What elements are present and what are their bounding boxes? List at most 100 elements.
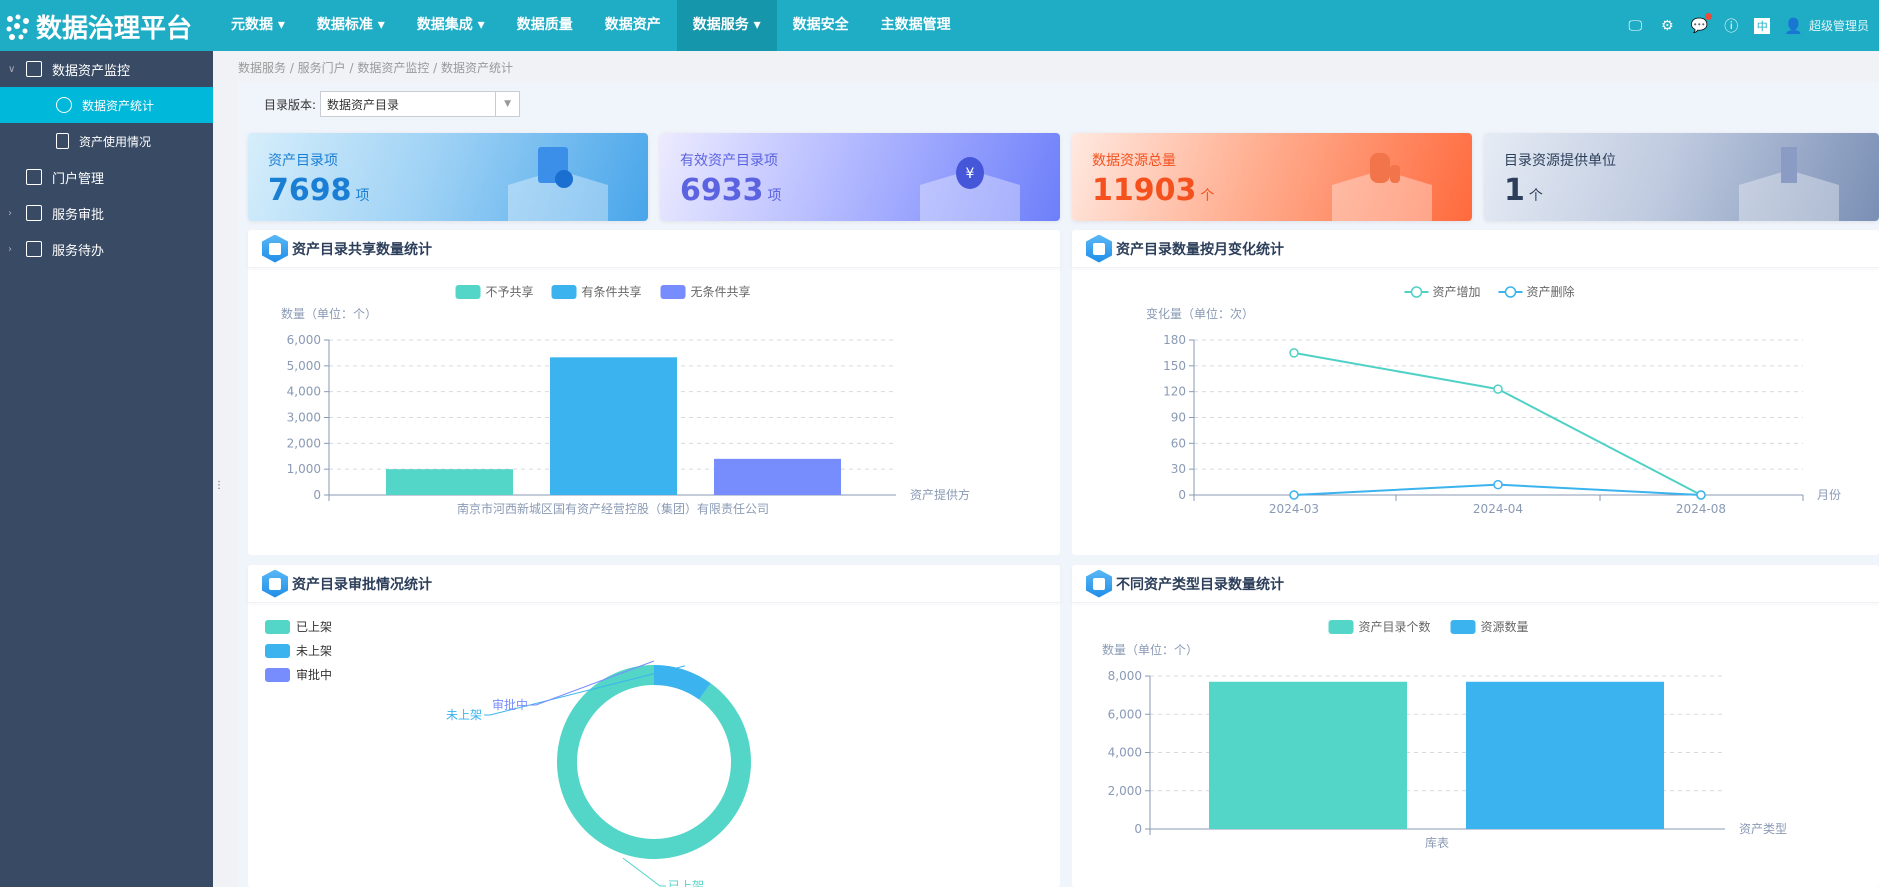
x-tick-label: 2024-08 bbox=[1676, 502, 1726, 516]
y-tick-label: 3,000 bbox=[287, 411, 321, 425]
slice-label: 审批中 bbox=[492, 697, 528, 712]
legend-label: 资源数量 bbox=[1481, 619, 1529, 634]
title-text: 资产目录数量按月变化统计 bbox=[1116, 241, 1284, 258]
bar-无条件共享 bbox=[714, 458, 841, 495]
sidebar-item-label: 门户管理 bbox=[52, 171, 105, 187]
nav-item[interactable]: 数据资产 bbox=[589, 0, 677, 51]
card-value: 7698 项 bbox=[268, 173, 370, 208]
money-bag-icon: ¥ bbox=[920, 157, 1020, 221]
catalog-icon bbox=[508, 147, 608, 221]
card-value: 6933 项 bbox=[680, 173, 782, 208]
nav-item[interactable]: 元数据 ▾ bbox=[215, 0, 301, 51]
panel-title: 不同资产类型目录数量统计 bbox=[1072, 565, 1879, 603]
slice-label: 已上架 bbox=[668, 879, 704, 887]
nav-label: 数据服务 bbox=[692, 17, 749, 33]
y-tick-label: 4,000 bbox=[287, 385, 321, 399]
nav-label: 数据安全 bbox=[792, 17, 849, 33]
stat-card-resource-total: 数据资源总量 11903 个 bbox=[1072, 133, 1472, 221]
logo-icon bbox=[6, 14, 29, 40]
top-header: 数据治理平台 元数据 ▾ 数据标准 ▾ 数据集成 ▾ 数据质量 数据资产 数据服务 ▾ 数据… bbox=[0, 0, 1879, 51]
sidebar-item-asset-stats[interactable]: 数据资产统计 bbox=[0, 87, 213, 123]
title-text: 资产目录共享数量统计 bbox=[292, 241, 432, 258]
language-icon[interactable]: 中 bbox=[1754, 17, 1771, 34]
clipboard-icon bbox=[26, 205, 42, 221]
logo-text: 数据治理平台 bbox=[36, 14, 193, 44]
y-tick-label: 6,000 bbox=[287, 333, 321, 347]
version-select[interactable]: 数据资产目录 ▼ bbox=[320, 91, 521, 117]
legend-label: 有条件共享 bbox=[582, 284, 642, 299]
chevron-right-icon: › bbox=[8, 207, 12, 219]
legend-swatch bbox=[265, 668, 290, 682]
nav-item[interactable]: 数据服务 ▾ bbox=[676, 0, 777, 51]
nav-item[interactable]: 数据标准 ▾ bbox=[301, 0, 401, 51]
sidebar-item-label: 服务审批 bbox=[52, 207, 105, 223]
value: 11903 bbox=[1092, 173, 1197, 208]
legend-swatch bbox=[660, 285, 686, 299]
caret-down-icon: ▼ bbox=[495, 92, 519, 116]
main-nav: 元数据 ▾ 数据标准 ▾ 数据集成 ▾ 数据质量 数据资产 数据服务 ▾ 数据安全 主数据管理 bbox=[215, 0, 967, 51]
user-name: 超级管理员 bbox=[1808, 19, 1869, 33]
nav-item[interactable]: 数据集成 ▾ bbox=[401, 0, 501, 51]
legend-swatch bbox=[455, 285, 481, 299]
info-icon[interactable]: ⓘ bbox=[1724, 18, 1739, 35]
panel-icon bbox=[262, 569, 288, 598]
unit: 个 bbox=[1528, 188, 1543, 204]
share-bar-chart: 0 1,000 2,000 3,000 4,000 5,000 6,000 数量（单位：个） 资… bbox=[281, 284, 970, 516]
nav-item[interactable]: 数据质量 bbox=[501, 0, 589, 51]
caret-down-icon: ▾ bbox=[748, 17, 761, 33]
sidebar-resize-handle[interactable]: ⋮ bbox=[214, 480, 224, 491]
panel-monthly-change: 资产目录数量按月变化统计 0 30 60 90 120 150 180 变化量（单位：次） 月份… bbox=[1072, 230, 1879, 555]
label-leader-line bbox=[622, 857, 666, 887]
sidebar-item-label: 资产使用情况 bbox=[79, 134, 152, 149]
gear-icon[interactable]: ⚙ bbox=[1661, 17, 1674, 34]
legend-label: 不予共享 bbox=[486, 284, 534, 299]
logo[interactable]: 数据治理平台 bbox=[4, 8, 192, 45]
user-menu[interactable]: 👤 超级管理员 bbox=[1784, 17, 1869, 35]
card-label: 数据资源总量 bbox=[1092, 153, 1176, 169]
sidebar-item-asset-usage[interactable]: 资产使用情况 bbox=[0, 123, 213, 159]
panel-title: 资产目录共享数量统计 bbox=[248, 230, 1060, 268]
unit: 项 bbox=[355, 188, 370, 204]
donut-slice-已上架 bbox=[557, 665, 751, 859]
coins-icon bbox=[1332, 153, 1432, 221]
sidebar-item-asset-monitor[interactable]: ∨ 数据资产监控 bbox=[0, 51, 213, 87]
version-filter: 目录版本: 数据资产目录 ▼ bbox=[264, 91, 521, 117]
legend-swatch bbox=[551, 285, 577, 299]
home-icon bbox=[26, 169, 42, 185]
panel-icon bbox=[1086, 234, 1112, 263]
sidebar-item-label: 数据资产监控 bbox=[52, 63, 131, 79]
todo-icon bbox=[26, 241, 42, 257]
legend-label: 资产增加 bbox=[1433, 285, 1481, 299]
version-value: 数据资产目录 bbox=[327, 97, 400, 112]
card-label: 目录资源提供单位 bbox=[1504, 153, 1616, 169]
value: 6933 bbox=[680, 173, 764, 208]
message-icon[interactable]: 💬 bbox=[1690, 12, 1713, 35]
bar-不予共享 bbox=[386, 469, 513, 495]
data-point bbox=[1493, 479, 1503, 490]
donut-slice-未上架 bbox=[654, 665, 711, 700]
y-axis-title: 数量（单位：个） bbox=[281, 306, 377, 321]
monitor-icon[interactable]: 🖵 bbox=[1628, 17, 1643, 34]
nav-item[interactable]: 主数据管理 bbox=[865, 0, 967, 51]
user-icon: 👤 bbox=[1784, 16, 1803, 35]
unit: 项 bbox=[767, 188, 782, 204]
sidebar-item-portal[interactable]: 门户管理 bbox=[0, 159, 213, 195]
y-tick-label: 60 bbox=[1171, 436, 1186, 450]
data-point bbox=[1493, 384, 1503, 394]
legend-swatch bbox=[1328, 620, 1354, 634]
caret-down-icon: ▾ bbox=[372, 17, 385, 33]
sidebar-item-todo[interactable]: › 服务待办 bbox=[0, 231, 213, 267]
building-icon bbox=[1739, 147, 1839, 221]
legend-marker bbox=[1410, 286, 1423, 298]
sidebar-item-label: 服务待办 bbox=[52, 243, 105, 259]
x-category-label: 南京市河西新城区国有资产经营控股（集团）有限责任公司 bbox=[457, 501, 769, 516]
y-tick-label: 6,000 bbox=[1108, 707, 1142, 721]
series-line-资产增加 bbox=[1293, 351, 1702, 496]
breadcrumb: 数据服务 / 服务门户 / 数据资产监控 / 数据资产统计 bbox=[238, 61, 514, 75]
svg-text:¥: ¥ bbox=[966, 166, 975, 182]
legend-swatch bbox=[265, 644, 290, 658]
nav-item[interactable]: 数据安全 bbox=[777, 0, 865, 51]
sidebar-item-approval[interactable]: › 服务审批 bbox=[0, 195, 213, 231]
